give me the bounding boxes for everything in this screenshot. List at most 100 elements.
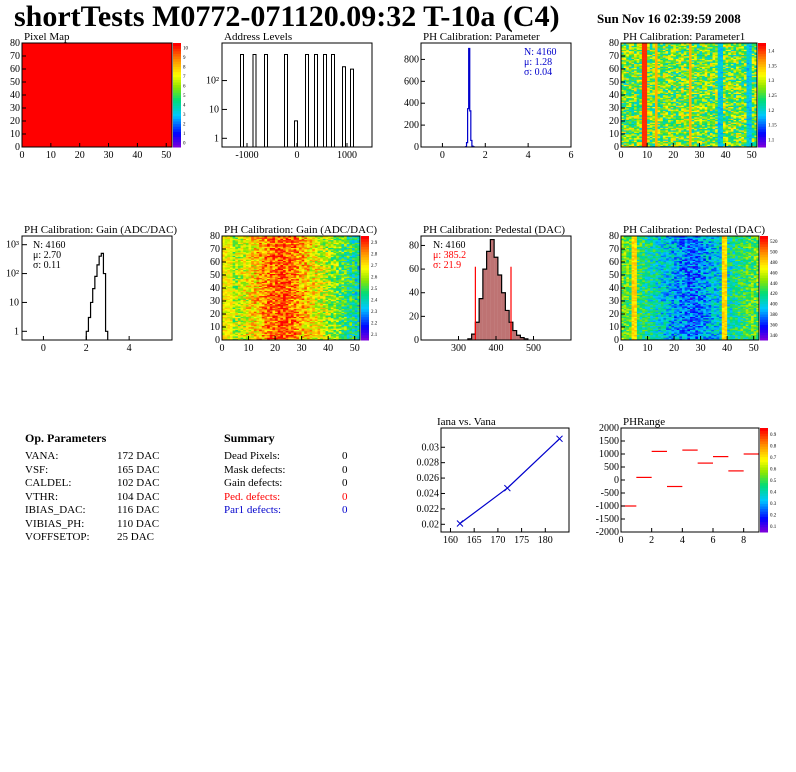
heatmap-cell — [738, 72, 742, 75]
heatmap-cell — [733, 50, 737, 53]
heatmap-cell — [723, 57, 726, 59]
heatmap-cell — [224, 307, 228, 310]
heatmap-cell — [626, 59, 630, 62]
heatmap-cell — [686, 123, 690, 126]
heatmap-cell — [725, 66, 729, 68]
heatmap-cell — [723, 93, 726, 96]
heatmap-cell — [626, 78, 630, 80]
heatmap-cell — [662, 101, 666, 104]
heatmap-cell — [623, 79, 627, 81]
heatmap-cell — [644, 145, 648, 148]
heatmap-cell — [715, 71, 719, 74]
heatmap-cell — [717, 127, 721, 130]
heatmap-cell — [229, 319, 233, 321]
heatmap-cell — [689, 63, 692, 66]
heatmap-cell — [733, 115, 737, 118]
heatmap-cell — [641, 85, 645, 88]
heatmap-cell — [660, 87, 664, 89]
heatmap-cell — [665, 53, 669, 55]
heatmap-cell — [707, 135, 711, 137]
heatmap-cell — [712, 84, 716, 87]
heatmap-cell — [683, 141, 687, 144]
heatmap-cell — [675, 71, 679, 74]
heatmap-cell — [227, 269, 231, 272]
heatmap-cell — [222, 304, 225, 307]
heatmap-cell — [660, 121, 664, 123]
heatmap-cell — [686, 61, 690, 63]
heatmap-cell — [733, 114, 737, 117]
heatmap-cell — [655, 50, 658, 53]
heatmap-cell — [644, 102, 648, 105]
heatmap-cell — [621, 124, 624, 127]
heatmap-cell — [707, 76, 711, 79]
heatmap-cell — [749, 76, 753, 79]
heatmap-cell — [720, 128, 724, 131]
heatmap-cell — [224, 288, 228, 290]
heatmap-cell — [644, 70, 648, 72]
heatmap-cell — [628, 92, 632, 94]
heatmap-cell — [237, 299, 241, 302]
heatmap-cell — [227, 337, 231, 339]
heatmap-cell — [647, 61, 651, 63]
heatmap-cell — [644, 104, 648, 106]
heatmap-cell — [232, 276, 236, 278]
heatmap-cell — [678, 87, 682, 89]
heatmap-cell — [235, 268, 239, 271]
heatmap-cell — [644, 87, 648, 89]
heatmap-cell — [647, 135, 651, 137]
heatmap-cell — [631, 61, 635, 63]
heatmap-cell — [717, 82, 721, 84]
heatmap-cell — [232, 290, 236, 293]
heatmap-cell — [743, 85, 747, 88]
heatmap-cell — [686, 43, 690, 45]
heatmap-cell — [696, 101, 700, 104]
palette-label: 3 — [183, 113, 186, 118]
heatmap-cell — [662, 80, 666, 83]
heatmap-cell — [702, 140, 705, 143]
pixel-map-fill — [22, 43, 172, 147]
heatmap-cell — [723, 46, 726, 49]
heatmap-cell — [232, 286, 236, 289]
palette-cell — [173, 144, 181, 148]
heatmap-cell — [696, 126, 700, 128]
heatmap-cell — [743, 43, 747, 45]
heatmap-cell — [704, 131, 708, 133]
heatmap-cell — [229, 323, 233, 325]
heatmap-cell — [232, 315, 236, 317]
heatmap-cell — [720, 93, 724, 96]
heatmap-cell — [660, 96, 664, 98]
heatmap-cell — [636, 117, 640, 119]
heatmap-cell — [670, 46, 674, 49]
palette-cell — [173, 97, 181, 101]
heatmap-cell — [725, 59, 729, 62]
heatmap-cell — [741, 111, 745, 114]
heatmap-cell — [746, 71, 750, 74]
heatmap-cell — [751, 102, 755, 105]
palette-cell — [173, 66, 181, 70]
heatmap-cell — [647, 110, 651, 113]
heatmap-cell — [639, 119, 643, 122]
heatmap-cell — [733, 113, 737, 115]
heatmap-cell — [641, 74, 645, 76]
heatmap-cell — [723, 106, 726, 109]
heatmap-cell — [689, 130, 692, 132]
heatmap-cell — [712, 92, 716, 94]
heatmap-cell — [699, 130, 703, 132]
heatmap-cell — [240, 307, 244, 310]
heatmap-cell — [743, 75, 747, 78]
heatmap-cell — [673, 83, 677, 85]
heatmap-cell — [628, 127, 632, 130]
heatmap-cell — [715, 127, 719, 130]
heatmap-cell — [628, 145, 632, 148]
heatmap-cell — [628, 66, 632, 68]
heatmap-cell — [644, 95, 648, 97]
heatmap-cell — [733, 121, 737, 123]
heatmap-cell — [665, 98, 669, 101]
heatmap-cell — [673, 140, 677, 143]
heatmap-cell — [689, 118, 692, 120]
heatmap-cell — [670, 44, 674, 46]
heatmap-cell — [655, 105, 658, 107]
heatmap-cell — [636, 113, 640, 115]
heatmap-cell — [751, 80, 755, 83]
heatmap-cell — [715, 128, 719, 131]
